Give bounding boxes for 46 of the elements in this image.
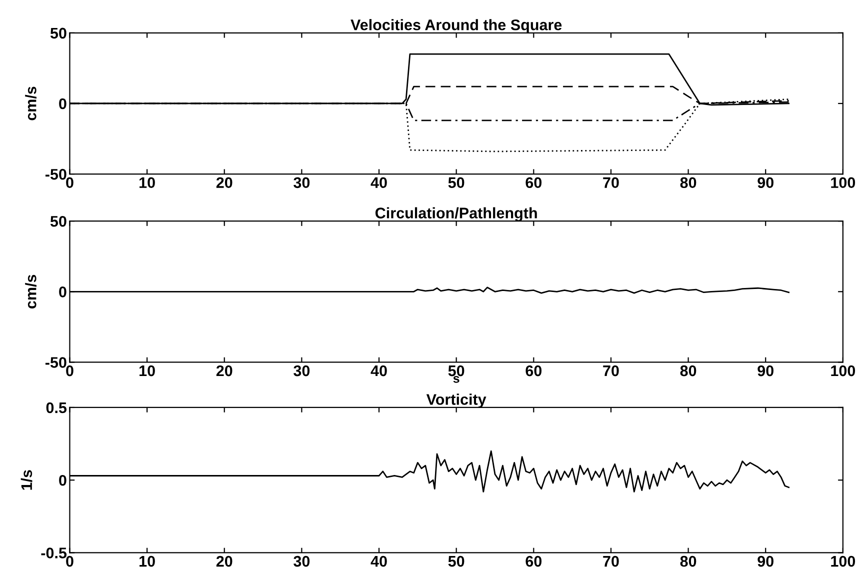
x-tick-label: 80	[680, 365, 696, 376]
x-tick-label: 30	[294, 556, 310, 567]
x-tick-label: 40	[370, 365, 387, 376]
x-tick-label: 60	[526, 365, 542, 376]
y-tick-label: -0.5	[41, 548, 67, 558]
y-tick-label: 50	[50, 28, 66, 39]
y-tick-label: -50	[45, 168, 66, 180]
x-tick-label: 10	[140, 177, 155, 188]
x-tick-label: 40	[370, 177, 387, 188]
x-tick-label: 70	[603, 556, 619, 567]
x-tick-label: 90	[758, 177, 774, 188]
x-tick-label: 30	[294, 177, 310, 188]
x-tick-label: 10	[140, 556, 155, 567]
x-tick-label: 60	[526, 556, 542, 567]
x-tick-label: 80	[680, 556, 696, 567]
y-tick-label: 0.5	[46, 402, 67, 414]
x-axis-title: s	[453, 376, 460, 383]
chart-title: Velocities Around the Square	[350, 19, 562, 34]
x-tick-label: 70	[603, 365, 619, 376]
x-tick-label: 20	[216, 556, 232, 567]
x-tick-label: 20	[216, 365, 232, 376]
x-tick-label: 100	[831, 365, 856, 376]
x-tick-label: 20	[216, 177, 232, 188]
x-tick-label: 100	[831, 177, 856, 188]
x-tick-label: 90	[758, 365, 774, 376]
x-tick-label: 30	[294, 365, 310, 376]
y-tick-label: 50	[50, 216, 66, 227]
x-tick-label: 50	[448, 177, 464, 188]
x-tick-label: 100	[831, 556, 856, 567]
x-tick-label: 60	[526, 177, 542, 188]
x-tick-label: 80	[680, 177, 696, 188]
y-axis-title: cm/s	[25, 274, 36, 308]
y-axis-title: cm/s	[25, 86, 36, 120]
x-tick-label: 70	[603, 177, 619, 188]
x-tick-label: 50	[448, 365, 464, 376]
chart-title: Circulation/Pathlength	[375, 207, 537, 222]
x-tick-label: 90	[758, 556, 774, 567]
y-tick-label: 0	[59, 474, 66, 486]
x-tick-label: 40	[370, 556, 387, 567]
y-axis-title: 1/s	[20, 470, 32, 490]
y-tick-label: 0	[59, 98, 66, 110]
y-tick-label: 0	[59, 286, 66, 298]
chart-title: Vorticity	[426, 394, 486, 408]
y-tick-label: -50	[45, 357, 66, 368]
x-tick-label: 10	[140, 365, 155, 376]
x-tick-label: 50	[448, 556, 464, 567]
